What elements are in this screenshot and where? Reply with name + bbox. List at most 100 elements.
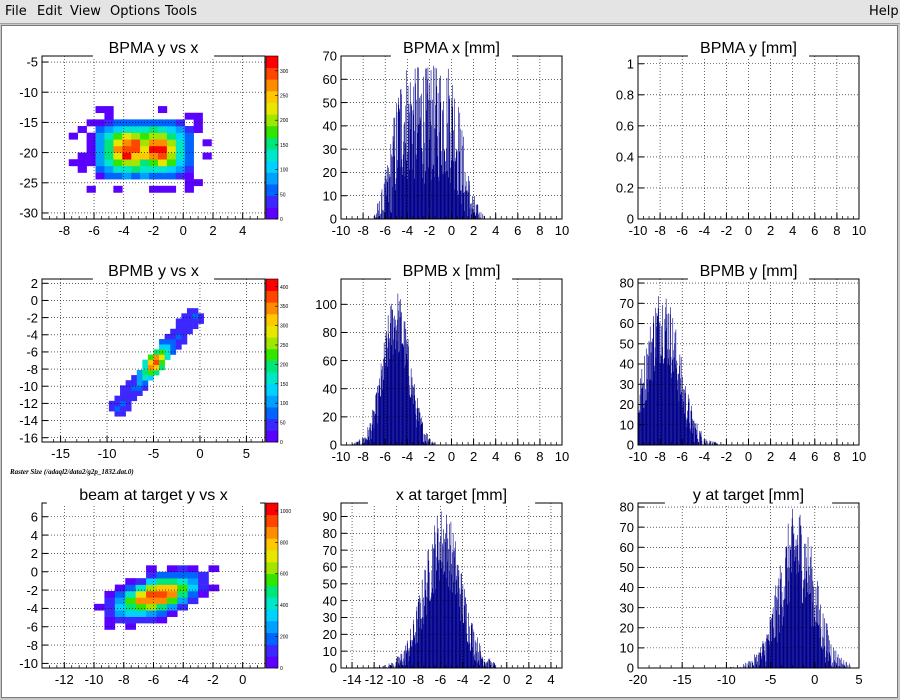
heatmap-cell: [135, 603, 147, 611]
plot-canvas[interactable]: Raster Size (/adaql2/data2/g2p_1832.dat.…: [2, 26, 897, 697]
histogram-bar: [403, 651, 405, 668]
heatmap-cell: [95, 145, 105, 153]
histogram-bar: [426, 433, 427, 445]
histogram-bar: [816, 622, 817, 668]
histogram-bar: [434, 525, 435, 668]
histogram-bar: [364, 437, 366, 445]
histogram-bar: [762, 643, 763, 668]
heatmap-cell: [86, 185, 96, 193]
canvas[interactable]: Raster Size (/adaql2/data2/g2p_1832.dat.…: [1, 25, 898, 698]
histogram-bar: [433, 593, 434, 668]
histogram-bar: [452, 161, 454, 219]
menu-options[interactable]: Options: [110, 4, 161, 19]
color-bar-segment: [266, 325, 278, 338]
histogram-bar: [648, 356, 649, 445]
y-tick-label: 30: [323, 610, 337, 625]
histogram-bar: [432, 164, 434, 219]
menu-help[interactable]: Help: [869, 4, 899, 19]
histogram-bar: [750, 660, 752, 668]
histogram-bar: [437, 92, 439, 219]
x-tick-label: 4: [789, 449, 796, 464]
histogram-bar: [763, 643, 765, 668]
heatmap-cell: [175, 339, 182, 345]
histogram-bar: [480, 212, 482, 219]
histogram-bar: [416, 99, 418, 219]
color-bar-frame: [265, 278, 279, 443]
histogram-bar: [418, 627, 420, 668]
menu-view[interactable]: View: [70, 4, 101, 19]
heatmap-cell: [193, 126, 203, 133]
canvas-caption: Raster Size (/adaql2/data2/g2p_1832.dat.…: [9, 468, 134, 476]
histogram-bar: [663, 359, 665, 445]
histogram-bar: [412, 385, 414, 445]
histogram-bar: [393, 339, 394, 445]
heatmap-cell: [122, 152, 132, 160]
menu-file[interactable]: File: [5, 4, 27, 19]
heatmap-cell: [104, 623, 116, 630]
menu-tools[interactable]: Tools: [165, 4, 198, 19]
histogram-bars: [375, 511, 496, 668]
histogram-bar: [432, 99, 433, 219]
histogram-bar: [818, 625, 819, 668]
histogram-bar: [649, 326, 651, 445]
histogram-bar: [691, 418, 693, 445]
histogram-bar: [410, 129, 411, 219]
histogram-bar: [470, 650, 471, 668]
x-tick-label: -6: [88, 223, 100, 238]
histogram-bar: [697, 438, 698, 445]
histogram-bar: [404, 176, 406, 219]
menu-edit[interactable]: Edit: [37, 4, 63, 19]
histogram-bar: [681, 399, 683, 445]
y-tick-label: -16: [19, 430, 38, 445]
histogram-bar: [394, 327, 396, 445]
y-tick-label: 40: [620, 580, 634, 595]
histogram-bar: [653, 322, 655, 445]
histogram-bar: [829, 655, 831, 668]
heatmap-cell: [114, 597, 126, 605]
histogram-bar: [381, 189, 383, 219]
histogram-bar: [430, 596, 432, 668]
histogram-bar: [409, 112, 410, 219]
x-tick-label: 0: [745, 223, 752, 238]
x-tick-label: -8: [413, 672, 425, 687]
heatmap-cell: [198, 591, 209, 598]
histogram-bar: [419, 117, 421, 219]
histogram-bar: [716, 443, 718, 445]
histogram-bar: [444, 172, 446, 219]
histogram-bar: [451, 84, 453, 219]
color-bar-label: 400: [280, 603, 289, 609]
histogram-bar: [687, 410, 688, 445]
heatmap-cell: [157, 172, 168, 180]
histogram-bar: [685, 417, 687, 445]
histogram-bar: [458, 570, 460, 668]
heatmap-cell: [125, 623, 136, 630]
heatmap-cell: [135, 616, 147, 624]
histogram-bar: [755, 658, 757, 668]
histogram-bar: [376, 213, 377, 219]
histogram-bar: [775, 585, 777, 668]
histogram-bar: [792, 508, 793, 668]
histogram-bar: [801, 570, 803, 668]
histogram-bar: [679, 365, 680, 445]
histogram-bar: [836, 663, 837, 668]
histogram-bar: [428, 572, 430, 668]
histogram-bar: [437, 156, 438, 219]
heatmap-cell: [149, 132, 159, 140]
histogram-bar: [386, 196, 388, 219]
histogram-bar: [733, 666, 735, 668]
histogram-bar: [438, 562, 439, 668]
color-bar-label: 800: [280, 540, 289, 546]
histogram-bar: [395, 178, 397, 219]
heatmap-cell: [159, 344, 165, 350]
histogram-bar: [781, 592, 783, 668]
x-tick-label: -8: [59, 223, 71, 238]
histogram-bar: [777, 585, 779, 668]
histogram-bar: [420, 425, 422, 445]
title-box: [687, 36, 810, 58]
histogram-bar: [403, 321, 405, 445]
color-bar-segment: [266, 418, 278, 431]
heatmap-cell: [166, 597, 178, 605]
histogram-bar: [480, 655, 482, 668]
histogram-bar: [471, 647, 473, 668]
